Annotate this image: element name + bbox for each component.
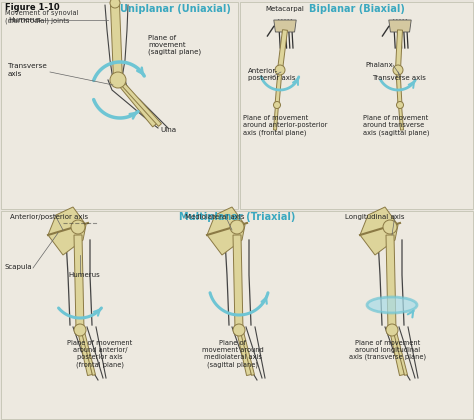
Circle shape: [110, 72, 126, 88]
Text: Plane of movement
around longitudinal
axis (transverse plane): Plane of movement around longitudinal ax…: [349, 340, 427, 360]
Text: Ulna: Ulna: [160, 127, 176, 133]
Text: Phalanx: Phalanx: [365, 62, 393, 68]
Polygon shape: [360, 207, 398, 255]
FancyBboxPatch shape: [240, 2, 473, 209]
Text: Mediolateral axis: Mediolateral axis: [185, 214, 245, 220]
Text: Longitudinal axis: Longitudinal axis: [345, 214, 404, 220]
Circle shape: [233, 324, 245, 336]
Polygon shape: [389, 20, 411, 32]
Polygon shape: [386, 235, 396, 330]
Polygon shape: [81, 328, 95, 375]
Polygon shape: [237, 329, 251, 375]
Text: Metacarpal: Metacarpal: [265, 6, 304, 12]
Polygon shape: [399, 105, 403, 130]
Circle shape: [393, 65, 403, 75]
Circle shape: [386, 324, 398, 336]
Ellipse shape: [367, 297, 417, 313]
Text: Anterior/posterior axis: Anterior/posterior axis: [10, 214, 88, 220]
FancyBboxPatch shape: [1, 2, 238, 209]
Circle shape: [383, 220, 397, 234]
Text: Uniplanar (Uniaxial): Uniplanar (Uniaxial): [119, 4, 230, 14]
Text: Anterior-
posterior axis: Anterior- posterior axis: [248, 68, 295, 81]
FancyBboxPatch shape: [1, 211, 473, 419]
Circle shape: [273, 102, 281, 108]
Polygon shape: [116, 78, 157, 127]
Polygon shape: [78, 329, 92, 375]
Polygon shape: [48, 207, 86, 255]
Polygon shape: [395, 30, 402, 70]
Text: Plane of movement
around anterior/
posterior axis
(frontal plane): Plane of movement around anterior/ poste…: [67, 340, 133, 368]
Polygon shape: [396, 70, 402, 105]
Circle shape: [74, 324, 86, 336]
Circle shape: [396, 102, 403, 108]
Text: Plane of movement
around anterior-posterior
axis (frontal plane): Plane of movement around anterior-poster…: [243, 115, 328, 136]
Text: Movement of synovial
(diarthrodial) joints: Movement of synovial (diarthrodial) join…: [5, 10, 79, 24]
Text: Figure 1-10: Figure 1-10: [5, 3, 60, 12]
Text: Plane of movement
around transverse
axis (sagittal plane): Plane of movement around transverse axis…: [363, 115, 429, 136]
Polygon shape: [390, 329, 404, 375]
Text: Plane of
movement
(sagittal plane): Plane of movement (sagittal plane): [148, 35, 201, 55]
Circle shape: [71, 220, 85, 234]
Polygon shape: [392, 328, 408, 375]
Text: Multiplanar (Triaxial): Multiplanar (Triaxial): [179, 212, 295, 222]
Text: Scapula: Scapula: [5, 264, 33, 270]
Polygon shape: [74, 235, 84, 330]
Text: Transverse axis: Transverse axis: [372, 75, 426, 81]
Text: Humerus: Humerus: [68, 272, 100, 278]
Polygon shape: [233, 235, 243, 330]
Text: Transverse
axis: Transverse axis: [8, 63, 47, 76]
Text: Humerus: Humerus: [8, 17, 41, 23]
Polygon shape: [110, 5, 122, 80]
Polygon shape: [277, 30, 287, 70]
Circle shape: [275, 65, 285, 75]
Polygon shape: [207, 207, 245, 255]
Polygon shape: [273, 105, 279, 130]
Polygon shape: [239, 328, 255, 375]
Polygon shape: [275, 70, 282, 105]
Circle shape: [230, 220, 244, 234]
Polygon shape: [119, 81, 162, 126]
Text: Plane of
movement around
mediolateral axis
(sagittal plane): Plane of movement around mediolateral ax…: [202, 340, 264, 368]
Text: Biplanar (Biaxial): Biplanar (Biaxial): [309, 4, 405, 14]
Polygon shape: [274, 20, 296, 32]
Circle shape: [110, 0, 120, 8]
